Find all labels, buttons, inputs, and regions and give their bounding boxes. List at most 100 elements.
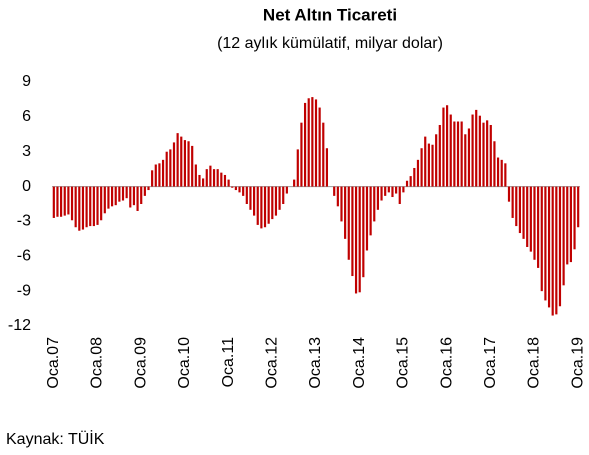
- bar: [114, 186, 117, 206]
- bar: [384, 186, 387, 196]
- bar: [562, 186, 565, 286]
- x-tick-label: Oca.12: [264, 337, 281, 389]
- bar: [202, 178, 205, 187]
- bar: [373, 186, 376, 222]
- bar: [63, 186, 66, 216]
- bar: [282, 186, 285, 204]
- y-tick-label: 0: [22, 178, 31, 195]
- y-tick-label: -6: [17, 248, 31, 265]
- x-tick-label: Oca.08: [89, 337, 106, 389]
- bar: [81, 186, 85, 230]
- bar: [416, 159, 420, 187]
- bar: [533, 186, 536, 260]
- bar: [511, 186, 514, 218]
- bar: [121, 186, 125, 201]
- bar: [504, 163, 507, 187]
- bar: [198, 174, 201, 187]
- bar: [424, 136, 427, 187]
- bar: [96, 186, 99, 225]
- bar: [223, 174, 227, 187]
- bar: [110, 186, 114, 207]
- bar: [478, 115, 481, 187]
- bar: [161, 159, 165, 187]
- x-tick-label: Oca.13: [307, 337, 324, 389]
- bar: [220, 172, 223, 187]
- bar: [300, 122, 303, 187]
- bar: [165, 151, 168, 187]
- bar: [271, 186, 274, 220]
- bar: [464, 134, 467, 187]
- bar: [500, 159, 503, 187]
- bar: [89, 186, 92, 227]
- y-tick-label: -9: [17, 282, 31, 299]
- bar: [274, 186, 278, 216]
- bar: [151, 170, 154, 187]
- bar: [56, 186, 59, 217]
- bar: [573, 186, 576, 250]
- bar: [402, 186, 405, 193]
- bar: [391, 186, 394, 198]
- bar: [100, 186, 103, 221]
- bar: [132, 186, 136, 206]
- bar: [303, 102, 307, 187]
- bar: [74, 186, 77, 228]
- bar: [496, 157, 500, 187]
- bar: [540, 186, 543, 292]
- y-tick-label: -3: [17, 213, 31, 230]
- bar: [154, 164, 157, 187]
- bar: [238, 186, 241, 193]
- bar: [551, 186, 554, 316]
- bar: [354, 186, 358, 294]
- bar: [365, 186, 369, 251]
- bar: [172, 142, 176, 187]
- bar: [369, 186, 372, 236]
- bar: [435, 134, 438, 187]
- bar: [351, 186, 354, 277]
- bar: [253, 186, 256, 216]
- bar: [438, 124, 441, 187]
- y-tick-label: 6: [22, 108, 31, 125]
- bar: [405, 180, 409, 187]
- bar: [431, 144, 434, 187]
- x-tick-label: Oca.16: [438, 337, 455, 389]
- bar: [143, 186, 146, 196]
- bar: [507, 186, 511, 202]
- bar: [529, 186, 532, 252]
- bar: [147, 186, 150, 191]
- bar: [311, 97, 314, 187]
- bar: [209, 165, 212, 187]
- bar: [471, 114, 474, 187]
- x-tick-label: Oca.18: [526, 337, 543, 389]
- bar: [395, 186, 398, 194]
- bar: [158, 163, 161, 187]
- bar: [460, 121, 463, 187]
- bar: [387, 186, 390, 193]
- bar: [537, 186, 540, 268]
- bar: [242, 186, 245, 196]
- source: Kaynak: TÜİK: [6, 429, 105, 448]
- bar: [344, 186, 347, 239]
- bar: [231, 186, 234, 188]
- bar: [103, 186, 106, 214]
- bar: [493, 141, 496, 187]
- x-tick-label: Oca.15: [395, 337, 412, 389]
- bar: [307, 98, 310, 187]
- bar: [482, 122, 485, 187]
- bar: [456, 121, 460, 187]
- bar: [314, 99, 318, 187]
- bar: [486, 120, 489, 187]
- bar: [136, 186, 139, 211]
- bar: [544, 186, 547, 301]
- bar: [518, 186, 522, 234]
- bar: [296, 149, 299, 187]
- bar: [340, 186, 343, 222]
- bar: [322, 122, 325, 187]
- x-tick-label: Oca.10: [176, 337, 193, 389]
- bar: [227, 179, 230, 187]
- x-tick-label: Oca.14: [351, 337, 368, 389]
- x-tick-label: Oca.11: [220, 337, 237, 388]
- bar: [191, 145, 194, 187]
- bar: [489, 124, 492, 187]
- bar: [398, 186, 401, 204]
